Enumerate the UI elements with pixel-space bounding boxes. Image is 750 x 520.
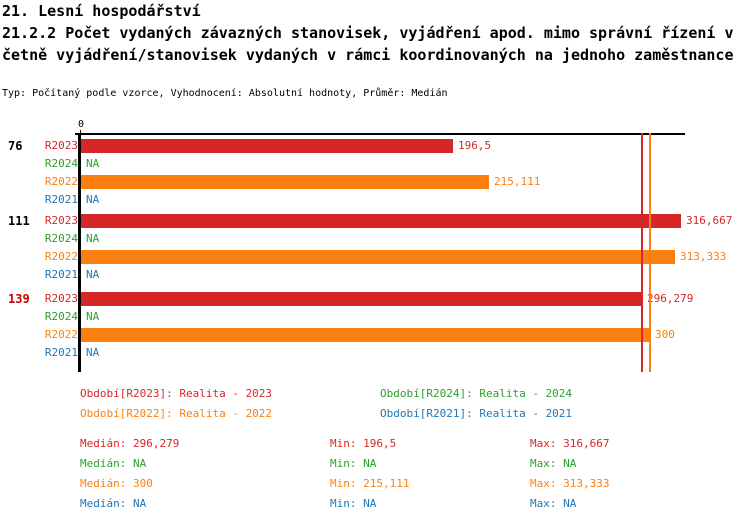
group-label: 76 [8, 139, 23, 153]
series-row-label: R2021 [44, 268, 78, 281]
series-row-label: R2024 [44, 232, 78, 245]
series-row-label: R2023 [44, 292, 78, 305]
indicator-title-line-2: četně vyjádření/stanovisek vydaných v rá… [2, 46, 734, 64]
series-row-label: R2023 [44, 214, 78, 227]
na-value-label: NA [86, 232, 100, 245]
bar-chart: 0 76 R2023 196,5 R2024 NA R2022 215,111 R2021 NA… [0, 119, 750, 385]
series-row-label: R2024 [44, 157, 78, 170]
bar [81, 292, 642, 306]
na-value-label: NA [86, 193, 100, 206]
x-axis-line [75, 133, 685, 135]
group-label: 139 [8, 292, 30, 306]
bar [81, 328, 650, 342]
na-value-label: NA [86, 157, 100, 170]
legend-item-r2022: Období[R2022]: Realita - 2022 [80, 407, 273, 420]
bar [81, 214, 681, 228]
median-reference-line-median-r2022 [649, 133, 651, 372]
stat-max: Max: NA [530, 457, 577, 470]
indicator-title-line-1: 21.2.2 Počet vydaných závazných stanovis… [2, 24, 734, 42]
series-row-label: R2021 [44, 193, 78, 206]
stat-median: Medián: NA [80, 457, 147, 470]
y-axis-line [78, 133, 81, 372]
bar [81, 175, 489, 189]
series-row-label: R2023 [44, 139, 78, 152]
na-value-label: NA [86, 346, 100, 359]
x-axis-zero-tick [80, 130, 81, 134]
na-value-label: NA [86, 310, 100, 323]
na-value-label: NA [86, 268, 100, 281]
stats-row-r2021: Medián: NA Min: NA Max: NA [0, 497, 750, 511]
chapter-title: 21. Lesní hospodářství [2, 2, 201, 20]
stats-row-r2023: Medián: 296,279 Min: 196,5 Max: 316,667 [0, 437, 750, 451]
stat-median: Medián: NA [80, 497, 147, 510]
group-label: 111 [8, 214, 30, 228]
stat-min: Min: NA [330, 497, 377, 510]
stat-max: Max: 313,333 [530, 477, 610, 490]
stat-max: Max: 316,667 [530, 437, 610, 450]
stats-row-r2022: Medián: 300 Min: 215,111 Max: 313,333 [0, 477, 750, 491]
bar-value-label: 313,333 [680, 250, 727, 263]
legend-item-r2024: Období[R2024]: Realita - 2024 [380, 387, 573, 400]
bar-value-label: 296,279 [647, 292, 694, 305]
series-row-label: R2022 [44, 250, 78, 263]
median-reference-line-median-r2023 [641, 133, 643, 372]
legend-item-r2023: Období[R2023]: Realita - 2023 [80, 387, 273, 400]
stat-min: Min: NA [330, 457, 377, 470]
bar-value-label: 215,111 [494, 175, 541, 188]
series-row-label: R2022 [44, 175, 78, 188]
stat-median: Medián: 300 [80, 477, 153, 490]
indicator-meta: Typ: Počítaný podle vzorce, Vyhodnocení:… [2, 88, 448, 99]
stat-min: Min: 215,111 [330, 477, 410, 490]
stat-median: Medián: 296,279 [80, 437, 180, 450]
bar-value-label: 196,5 [458, 139, 492, 152]
bar-value-label: 300 [655, 328, 675, 341]
bar-value-label: 316,667 [686, 214, 733, 227]
stat-min: Min: 196,5 [330, 437, 397, 450]
bar [81, 139, 453, 153]
legend-item-r2021: Období[R2021]: Realita - 2021 [380, 407, 573, 420]
x-axis-zero-tick-label: 0 [77, 119, 85, 130]
series-row-label: R2024 [44, 310, 78, 323]
series-row-label: R2022 [44, 328, 78, 341]
bar [81, 250, 675, 264]
stat-max: Max: NA [530, 497, 577, 510]
series-row-label: R2021 [44, 346, 78, 359]
stats-row-r2024: Medián: NA Min: NA Max: NA [0, 457, 750, 471]
